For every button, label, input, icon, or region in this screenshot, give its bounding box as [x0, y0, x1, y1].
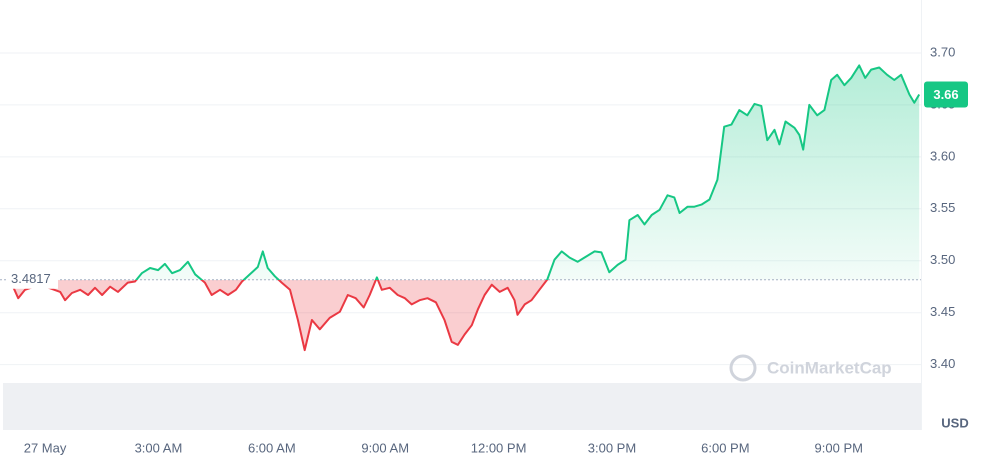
- baseline-label: 3.4817: [11, 271, 51, 286]
- x-tick-label: 27 May: [24, 440, 67, 455]
- x-tick-label: 3:00 PM: [588, 440, 636, 455]
- y-tick-label: 3.50: [930, 252, 955, 267]
- x-tick-label: 9:00 AM: [361, 440, 409, 455]
- price-line: [11, 64, 921, 352]
- x-tick-label: 6:00 AM: [248, 440, 296, 455]
- y-tick-label: 3.40: [930, 356, 955, 371]
- price-tag-label: 3.66: [933, 87, 958, 102]
- watermark: CoinMarketCap: [729, 354, 892, 382]
- y-tick-label: 3.60: [930, 148, 955, 163]
- volume-area: [3, 383, 921, 430]
- y-tick-label: 3.55: [930, 200, 955, 215]
- x-tick-label: 9:00 PM: [815, 440, 863, 455]
- x-tick-label: 6:00 PM: [701, 440, 749, 455]
- y-tick-label: 3.45: [930, 304, 955, 319]
- x-tick-label: 3:00 AM: [135, 440, 183, 455]
- baseline-label-bg: [6, 270, 58, 289]
- x-tick-label: 12:00 PM: [471, 440, 527, 455]
- y-tick-label: 3.70: [930, 44, 955, 59]
- unit-label: USD: [941, 415, 968, 430]
- price-tag: [924, 81, 968, 108]
- price-area: [12, 65, 920, 351]
- watermark-text: CoinMarketCap: [767, 358, 892, 377]
